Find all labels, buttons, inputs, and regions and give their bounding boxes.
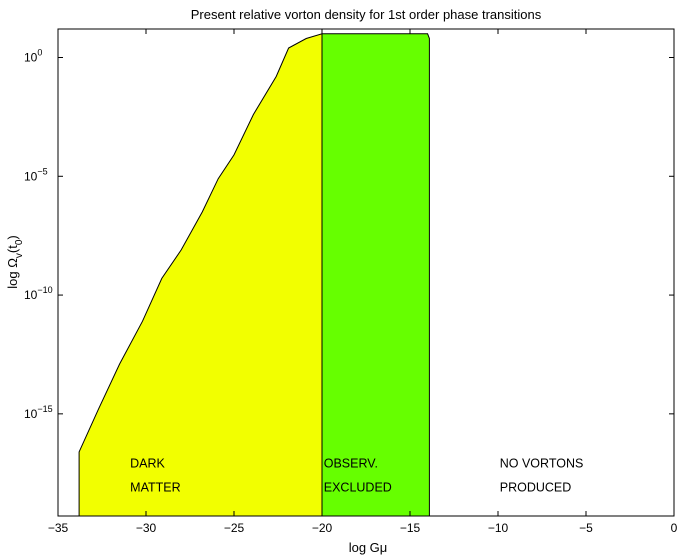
y-label-sub1: v <box>14 253 25 258</box>
region-label-dark-matter-line2: MATTER <box>130 480 180 494</box>
y-tick-label: 100 <box>24 48 42 65</box>
region-labels: DARK MATTER OBSERV. EXCLUDED NO VORTONS PRODU… <box>130 457 583 495</box>
x-tick-label: −35 <box>48 521 69 535</box>
x-axis-ticks: −35 −30 −25 −20 −15 −10 −5 0 <box>48 29 678 535</box>
x-tick-label: −30 <box>136 521 157 535</box>
region-label-dark-matter-line1: DARK <box>130 457 165 471</box>
x-tick-label: −20 <box>312 521 333 535</box>
y-tick-label: 10−5 <box>24 166 48 183</box>
x-tick-label: −5 <box>579 521 593 535</box>
y-label-end: ) <box>5 235 20 239</box>
region-fills <box>78 33 430 517</box>
y-label-mid: (t <box>5 245 20 253</box>
region-label-no-vortons-line2: PRODUCED <box>500 480 572 494</box>
region-label-observationally-excluded-line2: EXCLUDED <box>324 480 392 494</box>
x-axis-label: log Gμ <box>349 540 388 555</box>
y-label-sub2: 0 <box>14 239 25 245</box>
region-label-observationally-excluded-line1: OBSERV. <box>324 457 378 471</box>
chart-title: Present relative vorton density for 1st … <box>191 7 542 22</box>
plot-frame <box>57 28 675 517</box>
y-tick-label: 10−15 <box>24 404 53 421</box>
region-label-no-vortons-line1: NO VORTONS <box>500 457 584 471</box>
y-axis-ticks: 100 10−5 10−10 10−15 <box>24 48 674 421</box>
x-tick-label: −25 <box>224 521 245 535</box>
y-label-base: log Ω <box>5 258 20 289</box>
y-tick-label: 10−10 <box>24 285 53 302</box>
x-tick-label: 0 <box>671 521 678 535</box>
y-axis-label: log Ωv(t0) <box>5 235 25 289</box>
x-tick-label: −10 <box>488 521 509 535</box>
region-dark-matter <box>78 33 323 517</box>
x-tick-label: −15 <box>400 521 421 535</box>
region-observationally-excluded <box>321 33 430 517</box>
